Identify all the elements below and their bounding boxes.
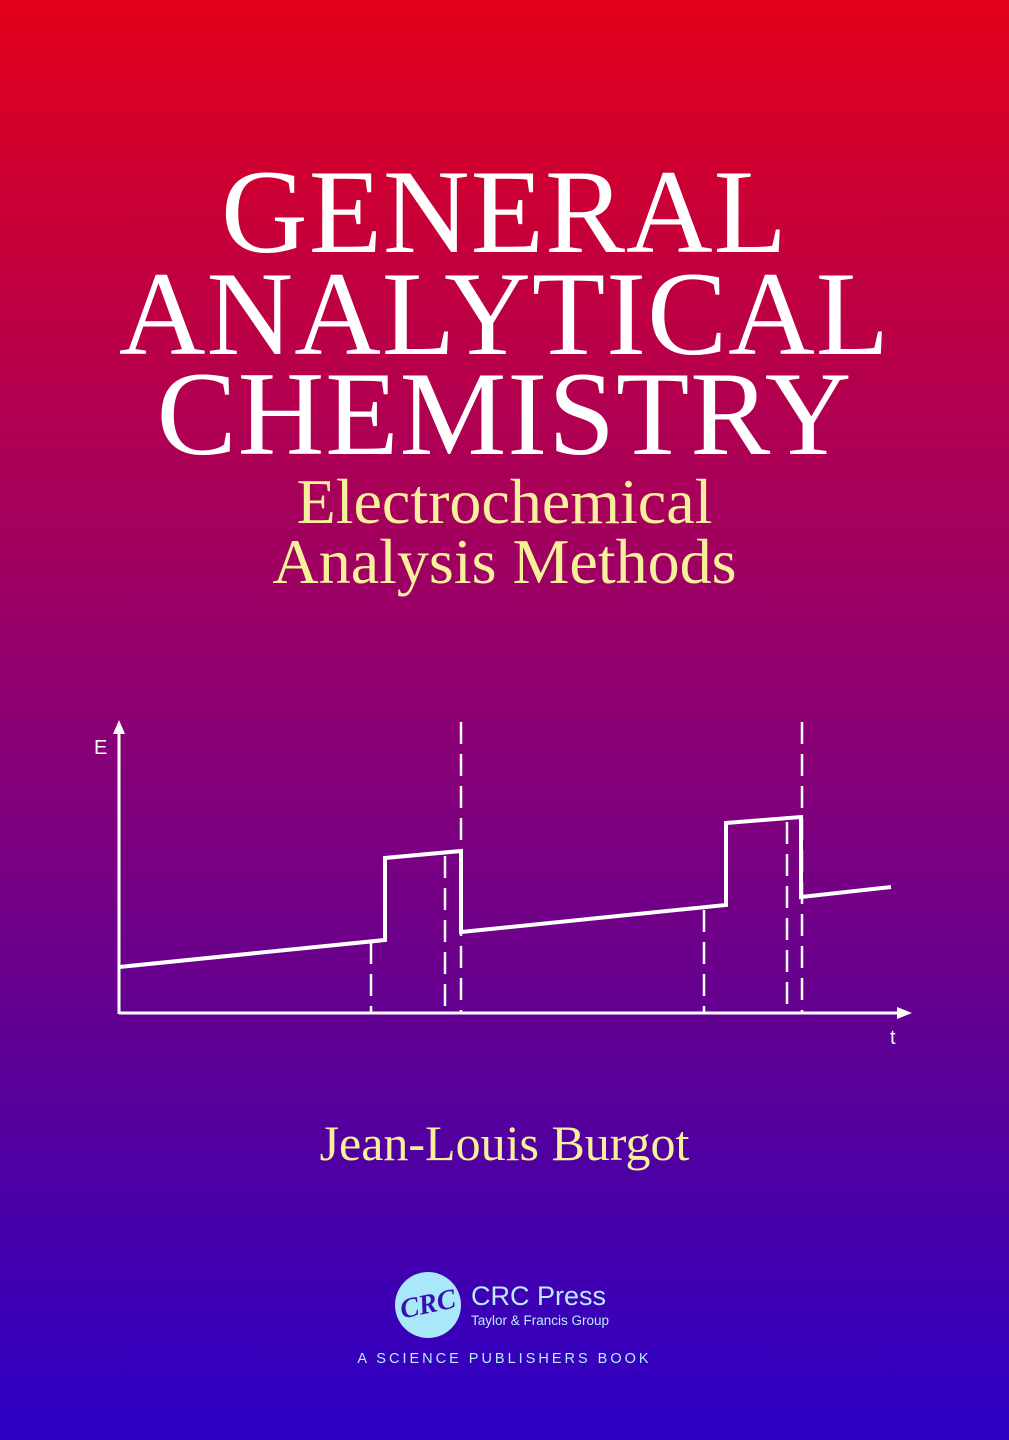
title-line-2: ANALYTICAL xyxy=(118,247,891,380)
x-axis-arrow xyxy=(897,1007,912,1019)
publisher-name: CRC Press xyxy=(471,1281,607,1311)
publisher-group: Taylor & Francis Group xyxy=(471,1313,610,1328)
logo-text: CRC xyxy=(397,1283,459,1326)
author-name: Jean-Louis Burgot xyxy=(319,1115,690,1171)
publisher-tagline: A SCIENCE PUBLISHERS BOOK xyxy=(357,1351,652,1367)
waveform xyxy=(118,814,892,969)
x-axis-label: t xyxy=(890,1027,896,1049)
subtitle-line-1: Electrochemical xyxy=(296,466,713,537)
dashed-markers xyxy=(369,722,804,1013)
title-line-1: GENERAL xyxy=(221,145,788,278)
subtitle-line-2: Analysis Methods xyxy=(272,526,737,597)
y-axis-arrow xyxy=(113,720,125,734)
title-line-3: CHEMISTRY xyxy=(156,347,853,480)
y-axis-label: E xyxy=(94,737,107,759)
